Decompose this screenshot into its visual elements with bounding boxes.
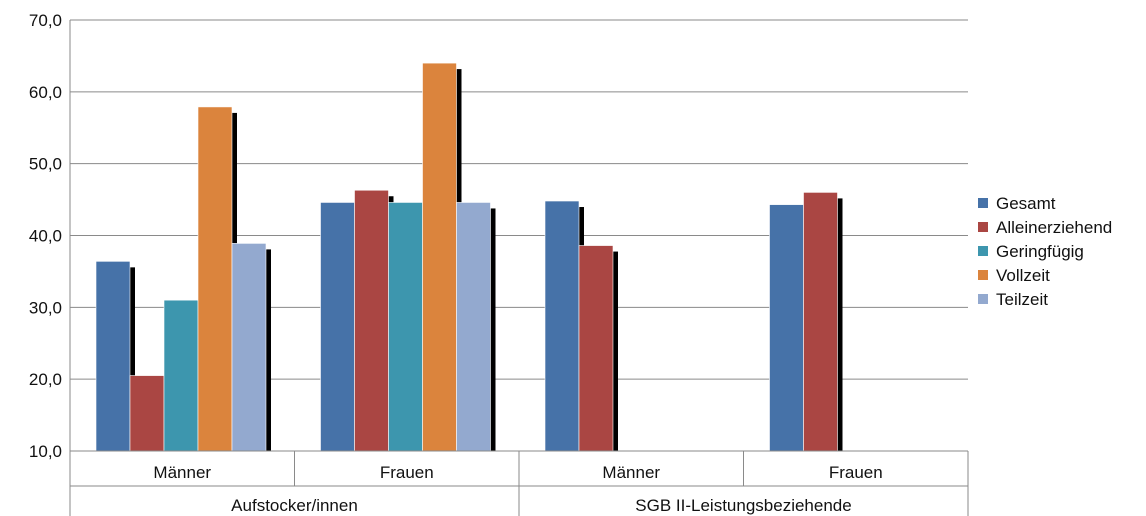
- x-category-label: Männer: [153, 463, 211, 482]
- legend-label: Vollzeit: [996, 266, 1050, 285]
- legend-label: Alleinerziehend: [996, 218, 1112, 237]
- bar-alleinerziehend-1: [129, 375, 165, 452]
- y-tick-label: 10,0: [29, 442, 62, 461]
- x-axis: Männer Frauen Männer Frauen Aufstocker/innen…: [69, 450, 969, 516]
- bar-vollzeit-1: [197, 106, 233, 452]
- legend-swatch: [978, 294, 988, 304]
- bar-alleinerziehend-4: [803, 192, 838, 452]
- legend-swatch: [978, 198, 988, 208]
- x-category-label: Frauen: [380, 463, 434, 482]
- legend-label: Geringfügig: [996, 242, 1084, 261]
- x-category-label: Frauen: [829, 463, 883, 482]
- bar-geringfügig-2: [388, 202, 423, 452]
- bar-gesamt-3: [544, 200, 580, 452]
- x-category-label: Männer: [602, 463, 660, 482]
- legend-label: Teilzeit: [996, 290, 1048, 309]
- bar-shadow: [837, 198, 843, 451]
- y-tick-label: 20,0: [29, 370, 62, 389]
- bars: [95, 62, 843, 452]
- legend-label: Gesamt: [996, 194, 1056, 213]
- bar-geringfügig-1: [163, 299, 199, 452]
- x-group-label: Aufstocker/innen: [231, 496, 358, 515]
- bar-gesamt-1: [95, 261, 131, 452]
- bar-teilzeit-1: [231, 243, 267, 452]
- bar-vollzeit-2: [422, 62, 457, 452]
- y-tick-label: 40,0: [29, 227, 62, 246]
- y-axis-tick-labels: 10,0 20,0 30,0 40,0 50,0 60,0 70,0: [29, 11, 62, 461]
- legend-swatch: [978, 222, 988, 232]
- bar-shadow: [490, 208, 496, 451]
- y-tick-label: 60,0: [29, 83, 62, 102]
- bar-gesamt-2: [320, 202, 355, 452]
- bar-shadow: [130, 267, 135, 451]
- y-tick-label: 70,0: [29, 11, 62, 30]
- legend: Gesamt Alleinerziehend Geringfügig Vollzeit…: [978, 194, 1112, 309]
- bar-shadow: [613, 251, 618, 451]
- bar-teilzeit-2: [456, 202, 491, 452]
- bar-alleinerziehend-2: [354, 189, 389, 452]
- y-tick-label: 50,0: [29, 155, 62, 174]
- legend-swatch: [978, 246, 988, 256]
- bar-alleinerziehend-3: [578, 245, 614, 452]
- y-tick-label: 30,0: [29, 298, 62, 317]
- legend-swatch: [978, 270, 988, 280]
- bar-shadow: [266, 249, 271, 451]
- x-group-label: SGB II-Leistungsbeziehende: [635, 496, 851, 515]
- bar-gesamt-4: [769, 204, 804, 452]
